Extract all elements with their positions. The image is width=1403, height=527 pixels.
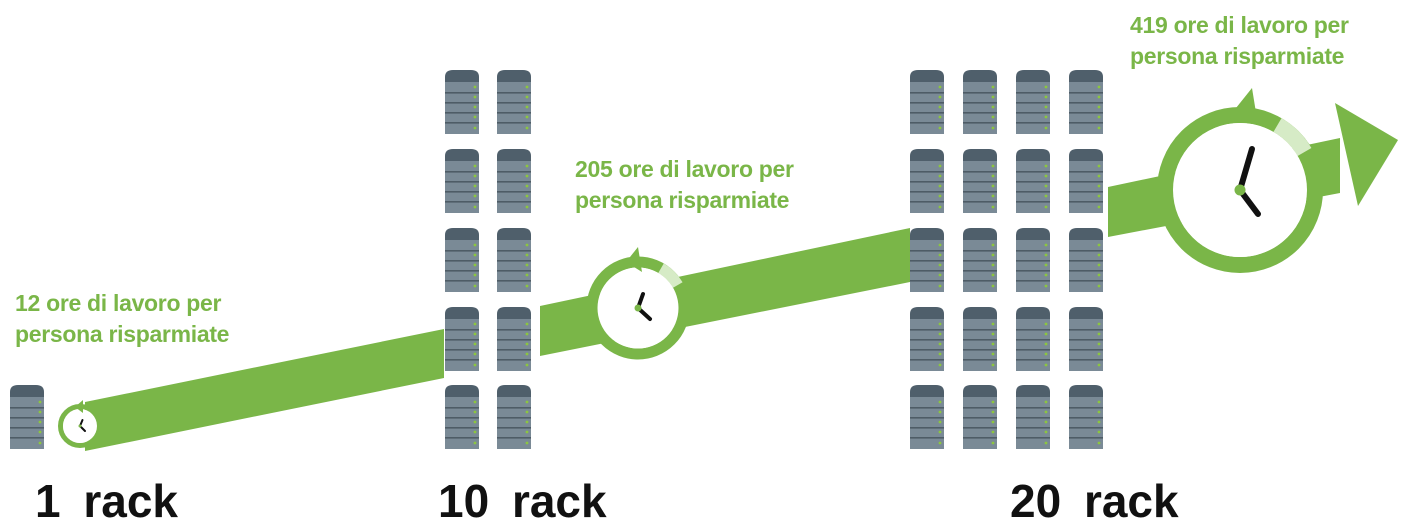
server-rack-icon <box>1069 70 1103 134</box>
server-rack-icon <box>10 385 44 449</box>
rack-count-label-20: 20 rack <box>1010 475 1179 527</box>
server-rack-icon <box>963 149 997 213</box>
server-rack-icon <box>445 228 479 292</box>
server-rack-icon <box>1069 228 1103 292</box>
server-rack-icon <box>963 228 997 292</box>
caption-line: persona risparmiate <box>15 321 230 347</box>
clock-icon <box>586 247 690 360</box>
caption-line: 12 ore di lavoro per <box>15 290 222 316</box>
rack-group-20 <box>910 70 1103 449</box>
server-rack-icon <box>963 307 997 371</box>
rack-group-10 <box>445 70 531 449</box>
server-rack-icon <box>497 228 531 292</box>
caption-10-rack: 205 ore di lavoro per persona risparmiat… <box>575 154 794 216</box>
clock-icon <box>1157 88 1323 273</box>
server-rack-icon <box>910 228 944 292</box>
server-rack-icon <box>1016 70 1050 134</box>
server-rack-icon <box>445 307 479 371</box>
caption-1-rack: 12 ore di lavoro per persona risparmiate <box>15 288 229 350</box>
server-rack-icon <box>1016 149 1050 213</box>
caption-line: persona risparmiate <box>575 187 790 213</box>
server-rack-icon <box>1069 149 1103 213</box>
server-rack-icon <box>497 70 531 134</box>
server-rack-icon <box>1016 307 1050 371</box>
server-rack-icon <box>963 70 997 134</box>
caption-line: 419 ore di lavoro per <box>1130 12 1349 38</box>
rack-count-label-10: 10 rack <box>438 475 607 527</box>
server-rack-icon <box>497 149 531 213</box>
server-rack-icon <box>910 307 944 371</box>
server-rack-icon <box>963 385 997 449</box>
server-rack-icon <box>445 385 479 449</box>
arrow-band-1 <box>85 329 444 451</box>
server-rack-icon <box>910 385 944 449</box>
server-rack-icon <box>1069 307 1103 371</box>
server-rack-icon <box>910 70 944 134</box>
server-rack-icon <box>1016 228 1050 292</box>
server-rack-icon <box>497 385 531 449</box>
server-rack-icon <box>1069 385 1103 449</box>
server-rack-icon <box>497 307 531 371</box>
clock-icon <box>58 400 102 448</box>
server-rack-icon <box>445 149 479 213</box>
rack-count-label-1: 1 rack <box>35 475 179 527</box>
server-rack-icon <box>910 149 944 213</box>
server-rack-icon <box>445 70 479 134</box>
caption-line: persona risparmiate <box>1130 43 1345 69</box>
rack-group-1 <box>10 385 44 449</box>
server-rack-icon <box>1016 385 1050 449</box>
caption-line: 205 ore di lavoro per <box>575 156 794 182</box>
caption-20-rack: 419 ore di lavoro per persona risparmiat… <box>1130 10 1349 72</box>
arrow-head <box>1335 103 1398 206</box>
